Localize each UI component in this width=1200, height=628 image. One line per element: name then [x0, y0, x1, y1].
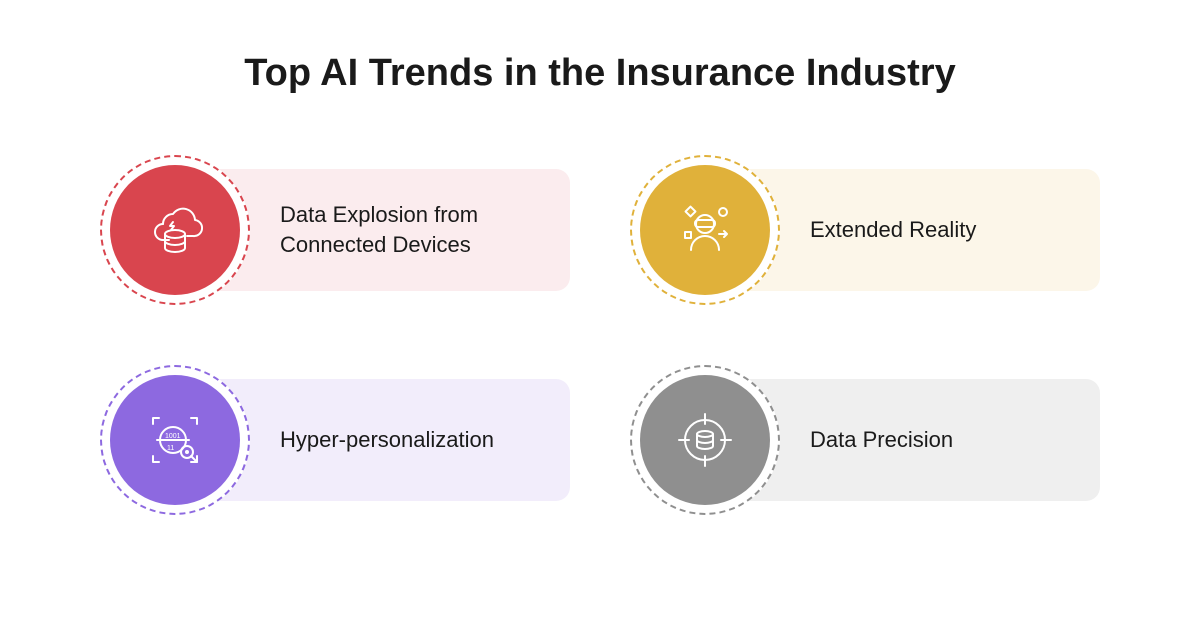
- solid-circle: 1001 11: [110, 375, 240, 505]
- solid-circle: [110, 165, 240, 295]
- cards-grid: Data Explosion from Connected Devices Ex…: [100, 155, 1100, 515]
- svg-text:1001: 1001: [165, 433, 181, 440]
- icon-circle: [630, 365, 780, 515]
- page-title: Top AI Trends in the Insurance Industry: [244, 52, 956, 95]
- card-label: Data Precision: [810, 425, 953, 455]
- solid-circle: [640, 375, 770, 505]
- face-scan-icon: 1001 11: [143, 408, 207, 472]
- trend-card: Data Precision: [630, 365, 1100, 515]
- card-label: Hyper-personalization: [280, 425, 494, 455]
- solid-circle: [640, 165, 770, 295]
- card-label: Extended Reality: [810, 215, 976, 245]
- card-label: Data Explosion from Connected Devices: [280, 200, 540, 259]
- icon-circle: [100, 155, 250, 305]
- icon-circle: [630, 155, 780, 305]
- svg-text:11: 11: [167, 445, 174, 452]
- target-database-icon: [673, 408, 737, 472]
- icon-circle: 1001 11: [100, 365, 250, 515]
- vr-person-icon: [673, 198, 737, 262]
- trend-card: Extended Reality: [630, 155, 1100, 305]
- trend-card: Data Explosion from Connected Devices: [100, 155, 570, 305]
- trend-card: 1001 11 Hyper-personalization: [100, 365, 570, 515]
- cloud-database-icon: [143, 198, 207, 262]
